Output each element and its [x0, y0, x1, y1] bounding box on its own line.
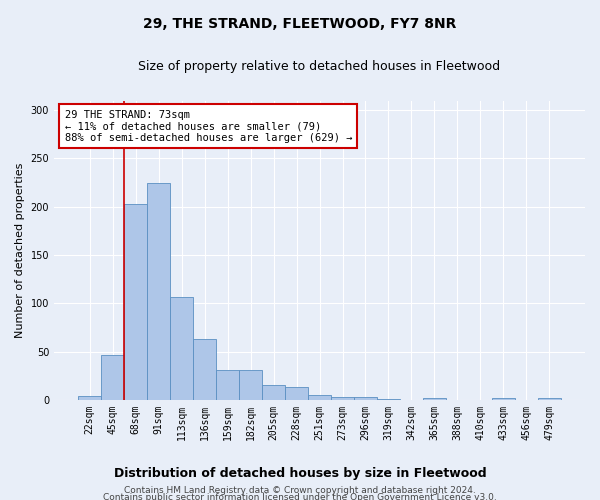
Bar [354, 397, 377, 400]
Text: Distribution of detached houses by size in Fleetwood: Distribution of detached houses by size … [113, 468, 487, 480]
Bar [147, 182, 170, 400]
Y-axis label: Number of detached properties: Number of detached properties [15, 162, 25, 338]
Bar [124, 204, 147, 400]
Title: Size of property relative to detached houses in Fleetwood: Size of property relative to detached ho… [139, 60, 500, 73]
Bar [308, 395, 331, 400]
Bar [538, 398, 561, 400]
Text: 29, THE STRAND, FLEETWOOD, FY7 8NR: 29, THE STRAND, FLEETWOOD, FY7 8NR [143, 18, 457, 32]
Bar [423, 398, 446, 400]
Bar [193, 339, 216, 400]
Bar [170, 296, 193, 400]
Bar [285, 388, 308, 400]
Bar [78, 396, 101, 400]
Bar [216, 370, 239, 400]
Text: 29 THE STRAND: 73sqm
← 11% of detached houses are smaller (79)
88% of semi-detac: 29 THE STRAND: 73sqm ← 11% of detached h… [65, 110, 352, 142]
Text: Contains public sector information licensed under the Open Government Licence v3: Contains public sector information licen… [103, 493, 497, 500]
Bar [262, 386, 285, 400]
Bar [492, 398, 515, 400]
Bar [377, 399, 400, 400]
Bar [331, 397, 354, 400]
Text: Contains HM Land Registry data © Crown copyright and database right 2024.: Contains HM Land Registry data © Crown c… [124, 486, 476, 495]
Bar [101, 356, 124, 400]
Bar [239, 370, 262, 400]
